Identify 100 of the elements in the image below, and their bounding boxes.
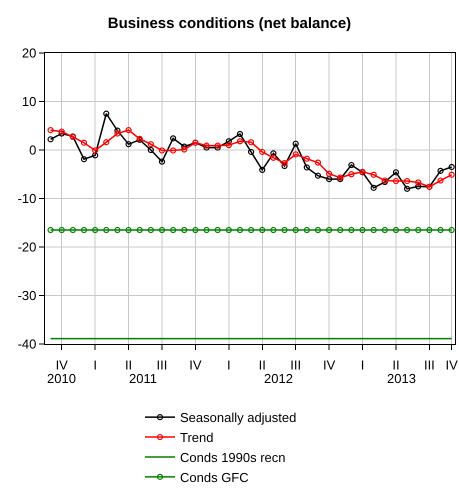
point — [404, 186, 410, 192]
point — [203, 226, 210, 234]
point — [259, 148, 266, 156]
y-tick-label: 0 — [29, 142, 36, 158]
point — [348, 226, 354, 234]
point — [214, 226, 221, 234]
legend-label: Trend — [180, 430, 214, 446]
x-tick-label: II — [258, 358, 266, 373]
x-tick-label: I — [93, 358, 97, 373]
legend-label: Conds GFC — [180, 470, 249, 485]
point — [392, 226, 400, 234]
point — [47, 226, 54, 234]
point — [382, 226, 388, 234]
point — [437, 168, 444, 174]
point — [259, 166, 266, 173]
point — [448, 164, 455, 170]
point — [448, 226, 455, 234]
point — [170, 147, 176, 154]
point — [259, 226, 266, 234]
legend-label: Seasonally adjusted — [180, 410, 296, 426]
x-tick-label: I — [360, 358, 364, 373]
y-tick-label: -40 — [18, 336, 36, 352]
point — [304, 164, 310, 171]
point — [158, 158, 166, 165]
point — [181, 226, 188, 234]
point — [370, 184, 377, 191]
chart-title: Business conditions (net balance) — [108, 14, 352, 32]
point — [248, 139, 254, 146]
x-tick-label: III — [156, 358, 168, 373]
point — [80, 226, 88, 234]
point — [314, 172, 322, 179]
point — [58, 226, 65, 234]
point — [292, 140, 299, 147]
point — [114, 130, 121, 137]
point — [103, 110, 110, 117]
y-tick-label: 20 — [22, 46, 36, 61]
x-tick-label: I — [227, 358, 231, 373]
x-tick-label: II — [124, 358, 132, 373]
point — [281, 160, 288, 166]
point — [148, 146, 154, 154]
point — [348, 171, 354, 178]
point — [415, 183, 422, 190]
point — [326, 170, 332, 177]
point — [314, 160, 322, 166]
point — [158, 147, 166, 154]
x-tick-label: II — [392, 358, 400, 373]
point — [226, 138, 232, 144]
point — [47, 127, 54, 134]
point — [114, 128, 121, 134]
point — [80, 140, 88, 146]
point — [114, 226, 121, 234]
point — [181, 146, 188, 153]
point — [226, 142, 232, 148]
point — [292, 226, 299, 234]
point — [136, 226, 143, 234]
point — [148, 226, 154, 234]
point — [170, 135, 176, 142]
point — [92, 226, 98, 234]
text: 2010 — [47, 371, 76, 386]
point — [226, 226, 232, 234]
point — [270, 150, 276, 156]
y-tick-label: -10 — [18, 191, 36, 206]
point — [404, 178, 410, 184]
point — [314, 226, 322, 234]
point — [70, 226, 76, 234]
point — [281, 226, 288, 234]
x-tick-label: IV — [322, 358, 336, 373]
point — [170, 226, 176, 234]
point — [248, 226, 254, 234]
point — [348, 162, 354, 168]
point — [292, 151, 299, 158]
point — [158, 226, 166, 234]
point — [304, 156, 310, 162]
point — [370, 172, 377, 178]
point — [80, 156, 88, 162]
point — [236, 130, 244, 138]
point — [47, 136, 54, 142]
point — [304, 226, 310, 234]
point — [337, 226, 344, 234]
y-tick-label: -30 — [18, 288, 36, 304]
point — [415, 179, 422, 186]
point — [392, 169, 400, 176]
y-tick-label: 10 — [22, 94, 36, 110]
point — [426, 226, 432, 234]
point — [192, 226, 199, 234]
point — [181, 144, 188, 150]
point — [103, 139, 110, 146]
point — [125, 127, 132, 134]
x-tick-label: IV — [56, 358, 68, 373]
point — [270, 226, 276, 234]
point — [437, 177, 444, 184]
point — [125, 226, 132, 234]
point — [437, 226, 444, 234]
legend-label: Conds 1990s recn — [180, 450, 286, 466]
point — [392, 178, 400, 184]
point — [326, 176, 332, 182]
text: 2013 — [387, 371, 416, 386]
point — [281, 162, 288, 170]
point — [103, 226, 110, 234]
text: 2011 — [129, 371, 157, 386]
